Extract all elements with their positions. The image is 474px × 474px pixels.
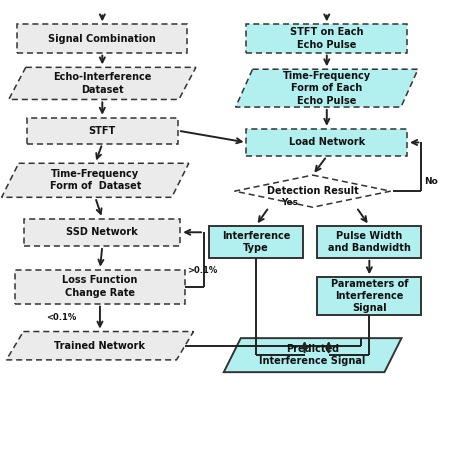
Text: SSD Network: SSD Network — [66, 227, 138, 237]
Text: Load Network: Load Network — [289, 137, 365, 147]
Bar — [246, 129, 407, 156]
Text: Time-Frequency
Form of  Dataset: Time-Frequency Form of Dataset — [49, 169, 141, 191]
Text: Echo-Interference
Dataset: Echo-Interference Dataset — [53, 72, 152, 95]
Bar — [209, 226, 303, 258]
Bar — [27, 118, 178, 144]
Text: Predicted
Interference Signal: Predicted Interference Signal — [259, 344, 366, 366]
Bar — [24, 219, 180, 246]
Text: No: No — [424, 177, 438, 186]
Text: Loss Function
Change Rate: Loss Function Change Rate — [62, 275, 137, 298]
Text: Time-Frequency
Form of Each
Echo Pulse: Time-Frequency Form of Each Echo Pulse — [283, 71, 371, 106]
Text: Parameters of
Interference
Signal: Parameters of Interference Signal — [330, 279, 408, 313]
Bar — [15, 270, 185, 304]
Text: >0.1%: >0.1% — [187, 266, 218, 275]
Polygon shape — [9, 67, 196, 100]
Polygon shape — [224, 338, 401, 372]
Text: Yes: Yes — [281, 198, 298, 207]
Polygon shape — [1, 163, 189, 197]
Text: Signal Combination: Signal Combination — [48, 34, 156, 44]
Text: STFT: STFT — [89, 126, 116, 136]
Polygon shape — [6, 331, 193, 360]
Bar — [246, 24, 407, 53]
Text: Trained Network: Trained Network — [55, 341, 146, 351]
Text: Pulse Width
and Bandwidth: Pulse Width and Bandwidth — [328, 230, 411, 253]
Bar — [17, 24, 187, 53]
Polygon shape — [236, 69, 418, 107]
Text: Interference
Type: Interference Type — [222, 230, 290, 253]
Bar — [318, 277, 421, 315]
Text: <0.1%: <0.1% — [46, 313, 76, 322]
Text: Detection Result: Detection Result — [267, 186, 358, 196]
Polygon shape — [235, 175, 391, 207]
Bar — [318, 226, 421, 258]
Text: STFT on Each
Echo Pulse: STFT on Each Echo Pulse — [290, 27, 364, 50]
